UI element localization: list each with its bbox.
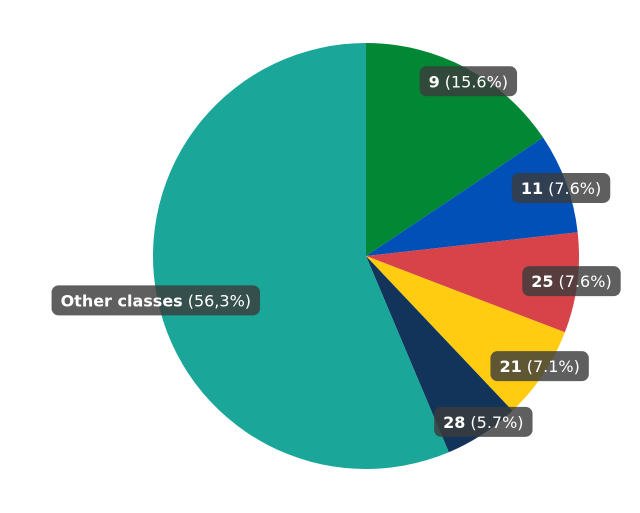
pie-slice xyxy=(366,256,513,453)
category-label: Other classes xyxy=(61,291,183,310)
slice-label: 28 (5.7%) xyxy=(434,406,533,437)
slice-label: Other classes (56,3%) xyxy=(51,285,261,316)
category-label: 21 xyxy=(499,357,521,376)
label-box xyxy=(51,285,261,316)
category-label: 28 xyxy=(443,412,465,431)
value-label: (7.6%) xyxy=(548,178,601,197)
value-label: (5.7%) xyxy=(470,412,523,431)
label-box xyxy=(490,351,589,382)
label-box xyxy=(434,406,533,437)
value-label: (7.1%) xyxy=(527,357,580,376)
value-label: (56,3%) xyxy=(188,291,251,310)
pie-slice xyxy=(153,43,449,469)
pie-slice xyxy=(366,232,579,333)
label-text: 9 (15.6%) xyxy=(429,72,508,91)
slice-label: 9 (15.6%) xyxy=(419,66,518,97)
slice-label: 21 (7.1%) xyxy=(490,351,589,382)
label-box xyxy=(419,66,518,97)
label-text: Other classes (56,3%) xyxy=(61,291,251,310)
value-label: (15.6%) xyxy=(445,72,508,91)
category-label: 25 xyxy=(531,272,553,291)
slice-label: 11 (7.6%) xyxy=(511,172,611,203)
label-text: 21 (7.1%) xyxy=(499,357,579,376)
category-label: 9 xyxy=(429,72,440,91)
value-label: (7.6%) xyxy=(559,272,612,291)
slice-label: 25 (7.6%) xyxy=(522,266,621,297)
label-text: 25 (7.6%) xyxy=(531,272,611,291)
label-text: 11 (7.6%) xyxy=(521,178,601,197)
category-label: 11 xyxy=(521,178,543,197)
label-text: 28 (5.7%) xyxy=(443,412,523,431)
label-box xyxy=(522,266,621,297)
pie-slice xyxy=(366,137,578,256)
label-box xyxy=(511,172,611,203)
